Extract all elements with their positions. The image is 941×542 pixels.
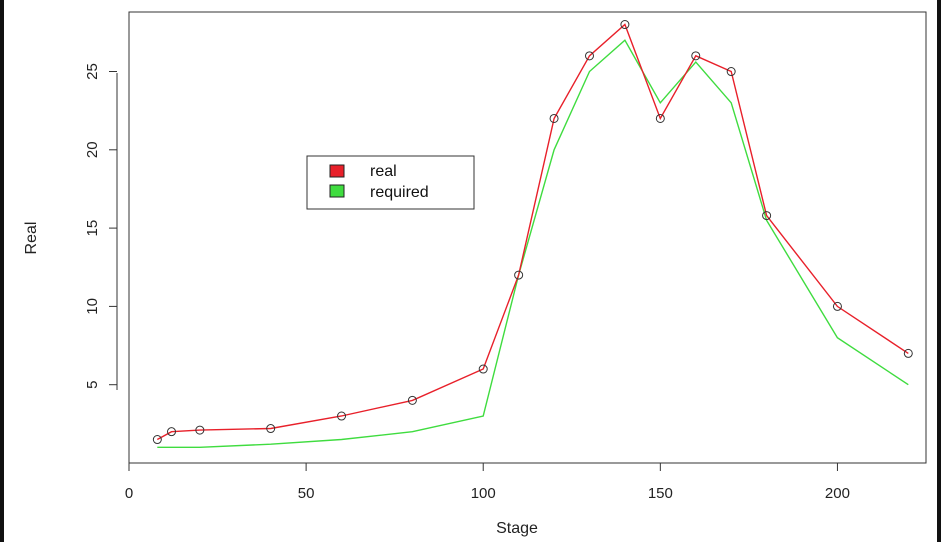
data-point-real — [584, 51, 594, 61]
y-tick-label: 25 — [84, 63, 101, 80]
data-point-real — [762, 211, 772, 221]
data-point-real — [266, 424, 276, 434]
x-tick-label: 150 — [648, 485, 673, 502]
data-point-real — [832, 301, 842, 311]
data-point-real — [337, 411, 347, 421]
data-point-real — [152, 435, 162, 445]
x-tick-label: 100 — [471, 485, 496, 502]
data-point-real — [407, 395, 417, 405]
x-tick-label: 0 — [125, 485, 133, 502]
left-border — [0, 0, 4, 542]
data-point-real — [655, 113, 665, 123]
series-line-real — [156, 23, 909, 441]
y-tick-label: 15 — [84, 220, 101, 237]
data-point-real — [167, 427, 177, 437]
data-point-real — [726, 67, 736, 77]
series-line-required — [157, 39, 909, 448]
legend-swatch-real — [329, 164, 345, 178]
y-tick-label: 5 — [84, 381, 101, 389]
data-point-real — [478, 364, 488, 374]
y-tick-label: 10 — [84, 298, 101, 315]
legend-label-real: real — [370, 163, 397, 180]
right-border — [937, 0, 941, 542]
data-point-real — [903, 348, 913, 358]
x-axis-title: Stage — [496, 520, 538, 537]
legend-label-required: required — [370, 184, 429, 201]
x-tick-label: 200 — [825, 485, 850, 502]
data-point-real — [620, 20, 630, 30]
data-point-real — [195, 425, 205, 435]
data-point-real — [691, 51, 701, 61]
x-tick-label: 50 — [298, 485, 315, 502]
y-axis-title: Real — [23, 222, 40, 255]
y-tick-label: 20 — [84, 141, 101, 158]
data-point-real — [514, 270, 524, 280]
legend-swatch-required — [329, 184, 345, 198]
data-point-real — [549, 113, 559, 123]
